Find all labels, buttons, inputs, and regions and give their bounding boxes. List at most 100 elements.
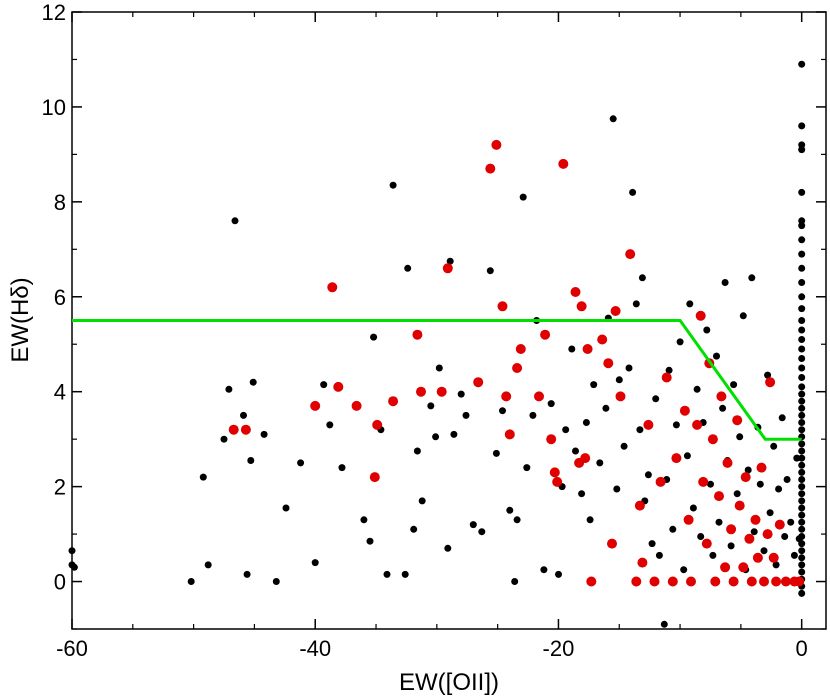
red-data-point <box>667 576 678 587</box>
red-data-point <box>655 476 666 487</box>
black-data-point <box>432 433 440 441</box>
red-data-point <box>534 391 544 402</box>
black-data-point <box>798 326 806 334</box>
red-data-point <box>412 329 423 340</box>
red-data-point <box>388 396 399 407</box>
black-data-point <box>766 509 774 517</box>
red-data-point <box>679 405 690 416</box>
black-data-point <box>709 551 717 559</box>
red-data-point <box>416 386 426 397</box>
black-data-point <box>798 419 806 426</box>
black-data-point <box>798 554 806 562</box>
black-data-point <box>644 471 652 479</box>
black-data-point <box>260 430 268 438</box>
black-data-point <box>231 217 239 225</box>
black-data-point <box>798 345 806 353</box>
black-data-point <box>401 570 409 578</box>
black-data-point <box>486 267 494 275</box>
y-axis-title: EW(Hδ) <box>7 277 34 362</box>
black-data-point <box>750 528 758 536</box>
black-data-point <box>586 516 594 524</box>
red-data-point <box>637 557 648 568</box>
black-data-point <box>582 419 590 426</box>
black-data-point <box>798 540 806 548</box>
red-data-point <box>780 576 791 587</box>
black-data-point <box>798 533 806 540</box>
black-data-point <box>672 421 680 429</box>
red-data-point <box>631 576 642 587</box>
red-data-point <box>586 576 597 587</box>
red-data-point <box>597 334 608 345</box>
red-data-point <box>765 377 776 388</box>
x-axis-title: EW([OII]) <box>399 669 499 696</box>
black-data-point <box>478 528 486 536</box>
black-data-point <box>68 547 76 555</box>
black-data-point <box>798 476 806 483</box>
red-data-point <box>576 301 587 312</box>
black-data-point <box>798 497 806 505</box>
red-data-point <box>582 344 593 354</box>
black-data-point <box>798 397 806 405</box>
black-data-point <box>225 385 233 393</box>
black-data-point <box>798 504 806 512</box>
black-data-point <box>240 411 247 419</box>
black-data-point <box>798 511 806 519</box>
black-data-point <box>389 181 397 189</box>
black-data-point <box>793 454 801 462</box>
red-data-point <box>610 306 621 316</box>
black-data-point <box>798 355 806 362</box>
black-data-point <box>680 566 688 574</box>
black-data-point <box>798 217 806 225</box>
black-data-point <box>693 385 701 393</box>
black-data-point <box>435 364 443 372</box>
red-data-point <box>722 457 733 468</box>
black-data-point <box>596 459 604 467</box>
black-data-point <box>632 300 640 308</box>
black-data-point <box>578 490 586 498</box>
red-data-point <box>485 163 496 174</box>
red-data-point <box>369 472 380 483</box>
black-data-point <box>798 426 806 434</box>
black-data-point <box>602 404 610 412</box>
black-data-point <box>798 250 806 258</box>
black-data-point <box>775 485 783 493</box>
black-data-point <box>778 414 786 422</box>
black-data-point <box>572 447 579 455</box>
red-data-point <box>728 576 739 587</box>
black-data-point <box>715 518 723 526</box>
black-data-point <box>772 561 780 569</box>
black-data-point <box>418 497 426 505</box>
black-data-point <box>613 485 621 493</box>
red-data-point <box>512 363 523 373</box>
red-data-point <box>473 377 484 388</box>
black-data-point <box>499 407 506 415</box>
black-data-point <box>450 430 458 438</box>
black-data-point <box>798 264 806 272</box>
black-data-point <box>555 570 562 578</box>
black-data-point <box>748 274 756 282</box>
black-data-point <box>638 274 646 282</box>
black-data-point <box>798 483 806 491</box>
black-data-point <box>410 525 418 533</box>
y-tick-label: 12 <box>42 0 66 25</box>
black-data-point <box>620 442 628 450</box>
black-data-point <box>798 525 806 533</box>
red-data-point <box>726 524 737 535</box>
red-data-point <box>552 476 563 487</box>
black-data-point <box>798 317 806 324</box>
black-data-point <box>697 533 705 540</box>
red-data-point <box>695 310 706 321</box>
black-data-point <box>609 115 617 123</box>
black-data-point <box>676 338 684 346</box>
red-data-point <box>607 538 617 549</box>
red-data-point <box>501 391 512 402</box>
black-data-point <box>338 464 346 472</box>
black-data-point <box>798 461 806 469</box>
red-data-point <box>570 287 581 297</box>
black-data-point <box>590 381 598 389</box>
black-data-point <box>366 537 374 545</box>
black-data-point <box>787 518 795 526</box>
black-data-point <box>798 454 806 462</box>
black-data-point <box>730 381 738 389</box>
red-data-point <box>497 301 508 312</box>
